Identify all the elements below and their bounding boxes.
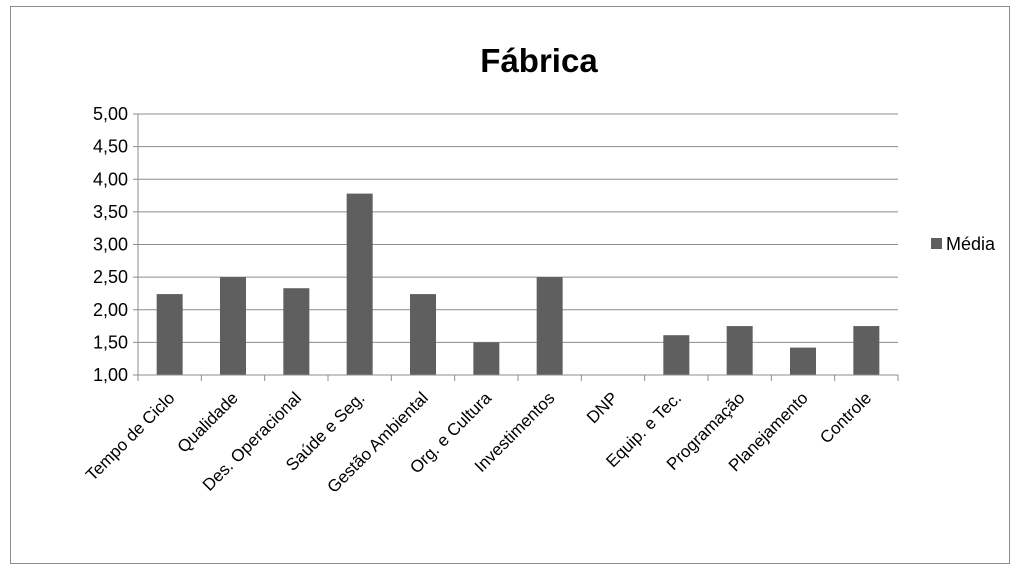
bar: [790, 347, 816, 375]
y-tick-label: 1,50: [93, 332, 128, 352]
x-category-label: Qualidade: [174, 388, 242, 456]
bar: [346, 193, 373, 375]
y-tick-label: 2,00: [93, 300, 128, 320]
gridlines: [138, 113, 898, 343]
x-category-label: Controle: [816, 388, 875, 447]
bar: [283, 288, 310, 375]
y-tick-label: 4,50: [93, 137, 128, 157]
bar: [220, 277, 246, 375]
legend-swatch: [931, 238, 942, 249]
x-category-label: Tempo de Ciclo: [82, 388, 178, 484]
y-tick-label: 2,50: [93, 267, 128, 287]
y-axis-ticks: 1,00 1,50 2,00 2,50 3,00 3,50 4,00 4,50 5,00: [93, 104, 138, 385]
x-category-label: DNP: [583, 388, 622, 427]
legend: Média: [931, 234, 996, 254]
chart-frame: [10, 6, 1010, 564]
y-tick-label: 5,00: [93, 104, 128, 124]
y-tick-label: 1,00: [93, 365, 128, 385]
bars: [156, 193, 880, 375]
bar: [726, 326, 753, 375]
axes: [137, 114, 899, 381]
y-tick-label: 3,00: [93, 235, 128, 255]
y-tick-label: 4,00: [93, 169, 128, 189]
bar: [473, 342, 500, 375]
bar: [156, 294, 183, 375]
y-tick-label: 3,50: [93, 202, 128, 222]
bar: [536, 277, 563, 375]
bar: [663, 335, 690, 375]
legend-label: Média: [946, 234, 996, 254]
chart-title: Fábrica: [480, 42, 598, 79]
bar: [410, 294, 436, 375]
bar: [853, 326, 880, 375]
